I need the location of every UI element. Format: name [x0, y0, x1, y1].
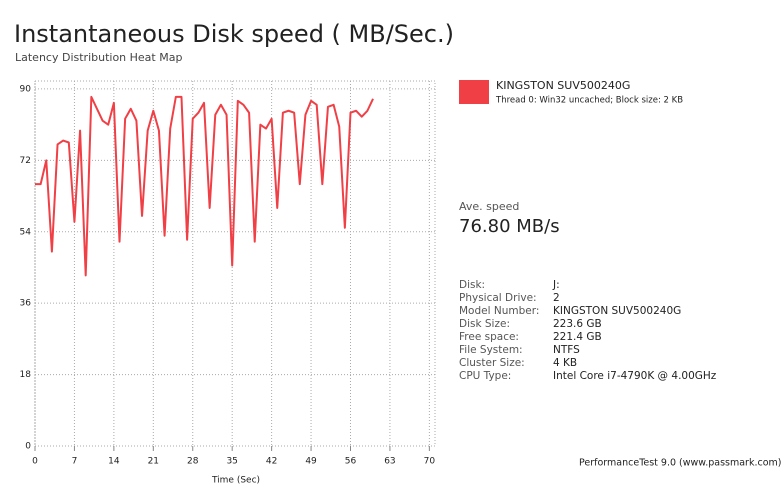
x-tick-label: 21 [148, 457, 159, 467]
detail-value: 4 KB [553, 357, 577, 369]
footer: PerformanceTest 9.0 (www.passmark.com) [579, 458, 781, 469]
chart-subtitle: Latency Distribution Heat Map [15, 51, 182, 64]
legend-note: Thread 0: Win32 uncached; Block size: 2 … [495, 96, 683, 106]
x-tick-label: 28 [187, 457, 199, 467]
detail-label: Cluster Size: [459, 357, 525, 369]
y-tick-label: 36 [20, 299, 32, 309]
y-tick-label: 72 [20, 156, 31, 166]
detail-label: Physical Drive: [459, 292, 537, 304]
detail-value: 223.6 GB [553, 318, 602, 330]
ave-speed-value: 76.80 MB/s [459, 216, 560, 237]
detail-value: KINGSTON SUV500240G [553, 305, 681, 317]
plot-border [34, 80, 436, 447]
chart-title: Instantaneous Disk speed ( MB/Sec.) [14, 20, 454, 48]
y-tick-label: 18 [20, 370, 32, 380]
detail-label: Model Number: [459, 305, 539, 317]
x-tick-label: 14 [108, 457, 120, 467]
ave-speed-label: Ave. speed [459, 200, 519, 213]
x-tick-label: 56 [345, 457, 357, 467]
legend-swatch [459, 80, 489, 104]
detail-value: NTFS [553, 344, 580, 356]
detail-value: J: [552, 279, 560, 291]
x-tick-label: 63 [384, 457, 395, 467]
y-tick-label: 54 [20, 227, 32, 237]
y-tick-label: 0 [25, 442, 31, 452]
x-tick-label: 42 [266, 457, 277, 467]
legend-label: KINGSTON SUV500240G [496, 79, 630, 92]
detail-value: Intel Core i7-4790K @ 4.00GHz [553, 370, 717, 382]
detail-label: Disk Size: [459, 318, 510, 330]
detail-label: File System: [459, 344, 523, 356]
detail-value: 2 [553, 292, 560, 304]
detail-label: CPU Type: [459, 370, 511, 382]
y-tick-label: 90 [20, 84, 32, 94]
detail-label: Free space: [459, 331, 519, 343]
x-axis-title: Time (Sec) [211, 476, 260, 486]
x-tick-label: 35 [226, 457, 237, 467]
data-line [35, 95, 374, 277]
detail-value: 221.4 GB [553, 331, 602, 343]
x-tick-label: 7 [72, 457, 78, 467]
x-tick-label: 70 [424, 457, 436, 467]
detail-label: Disk: [459, 279, 485, 291]
x-tick-label: 0 [32, 457, 38, 467]
x-tick-label: 49 [305, 457, 317, 467]
